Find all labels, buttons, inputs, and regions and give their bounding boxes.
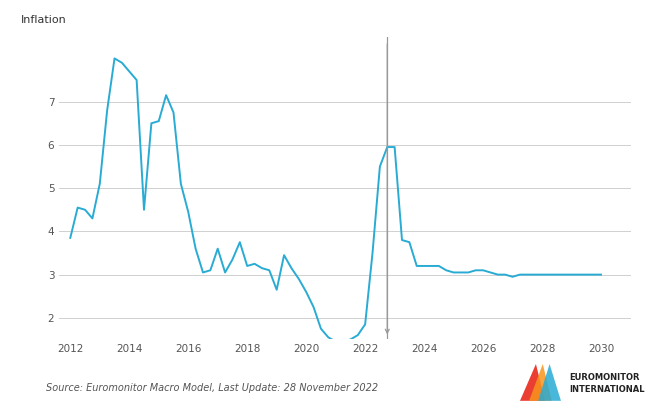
Text: INTERNATIONAL: INTERNATIONAL	[569, 385, 644, 394]
Text: Source: Euromonitor Macro Model, Last Update: 28 November 2022: Source: Euromonitor Macro Model, Last Up…	[46, 382, 378, 393]
Polygon shape	[520, 364, 545, 401]
Polygon shape	[529, 364, 552, 401]
Polygon shape	[538, 364, 561, 401]
Text: EUROMONITOR: EUROMONITOR	[569, 373, 639, 382]
Text: Inflation: Inflation	[21, 15, 67, 25]
